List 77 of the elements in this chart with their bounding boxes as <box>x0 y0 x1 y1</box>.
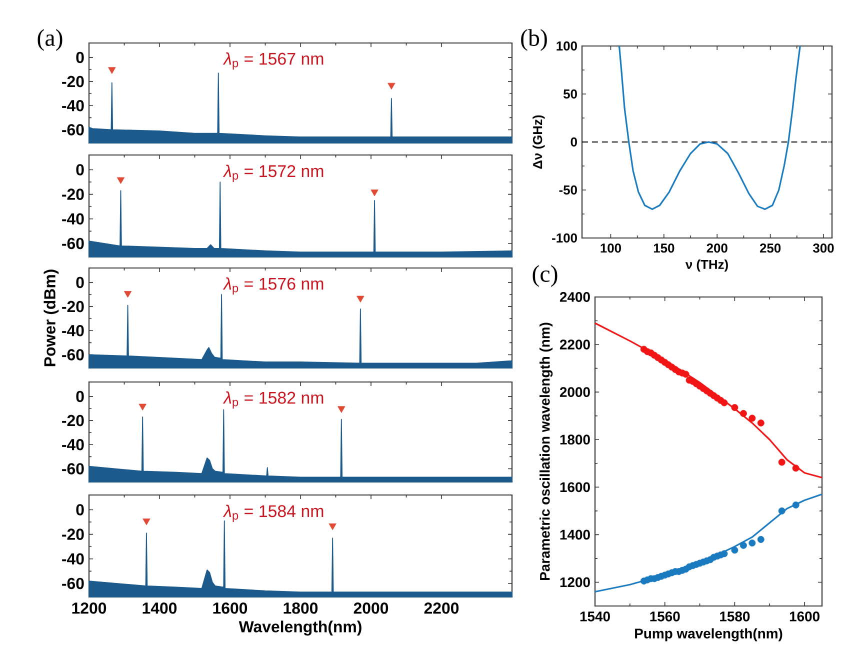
y-tick-label: 0 <box>76 276 84 288</box>
y-tick-label: -20 <box>62 188 84 200</box>
x-tick-label: 1400 <box>142 602 177 614</box>
line-series <box>594 322 823 478</box>
y-tick-label: 1400 <box>560 530 590 540</box>
x-tick-label: 1560 <box>650 612 680 622</box>
y-tick-label: -60 <box>62 463 84 474</box>
point <box>740 542 747 549</box>
y-tick-label: -50 <box>559 185 577 195</box>
point <box>740 410 747 417</box>
y-tick-label: 0 <box>76 504 84 516</box>
y-tick-label: -20 <box>62 414 84 426</box>
y-tick-label: 2200 <box>560 340 590 350</box>
y-tick-label: -40 <box>62 553 84 565</box>
y-tick-label: 1200 <box>560 577 590 588</box>
x-tick-label: 1600 <box>213 602 248 614</box>
annotation: λ$_{p}$ = 1576 nm <box>222 277 324 295</box>
y-tick-label: -20 <box>62 76 84 88</box>
y-tick-label: 2400 <box>560 292 590 302</box>
y-tick-label: 0 <box>76 390 84 402</box>
point <box>720 550 728 558</box>
y-tick-label: 0 <box>76 164 84 176</box>
y-tick-label: -40 <box>62 213 84 225</box>
point <box>792 464 800 472</box>
point <box>792 501 800 508</box>
y-tick-label: -60 <box>62 124 84 136</box>
x-tick-label: 300 <box>812 244 834 253</box>
x-tick-label: 1600 <box>790 612 820 622</box>
y-tick-label: -40 <box>62 100 84 112</box>
chart-title: (a) <box>38 29 62 51</box>
y-tick-label: 0 <box>76 52 84 64</box>
y-tick-label: 1600 <box>560 482 590 492</box>
point <box>748 540 756 546</box>
annotation: λ$_{p}$ = 1584 nm <box>222 504 324 522</box>
y-axis-title: Parametric oscillation wavelength (nm) <box>540 322 553 580</box>
point <box>757 419 764 426</box>
point <box>778 458 786 466</box>
point <box>778 507 786 514</box>
y-tick-label: 1800 <box>560 434 590 445</box>
x-axis-title: Pump wavelength(nm) <box>635 628 782 642</box>
annotation: λ$_{p}$ = 1567 nm <box>222 52 324 70</box>
chart-title: (b) <box>521 29 547 51</box>
point <box>748 414 756 422</box>
y-axis-title: Power (dBm) <box>44 270 59 366</box>
y-tick-label: -20 <box>62 300 84 312</box>
line-series <box>618 45 801 210</box>
y-tick-label: -100 <box>552 233 577 243</box>
point <box>682 370 690 378</box>
y-tick-label: -20 <box>62 528 84 540</box>
y-tick-label: 0 <box>570 137 577 147</box>
x-tick-label: 1540 <box>580 612 610 622</box>
point <box>720 399 728 406</box>
y-tick-label: -40 <box>62 325 84 336</box>
y-tick-label: 100 <box>556 41 577 51</box>
y-axis-title: Δν (GHz) <box>532 115 545 169</box>
x-tick-label: 2200 <box>424 602 459 614</box>
y-tick-label: -40 <box>62 439 84 450</box>
point <box>757 536 764 543</box>
x-tick-label: 1580 <box>720 612 750 622</box>
x-axis-title: ν (THz) <box>685 260 728 272</box>
y-tick-label: -60 <box>62 238 84 250</box>
y-tick-label: -60 <box>62 578 84 590</box>
x-tick-label: 1800 <box>284 602 318 614</box>
y-tick-label: -60 <box>62 349 84 360</box>
chart-title: (c) <box>532 265 558 287</box>
x-tick-label: 100 <box>600 244 621 253</box>
x-tick-label: 200 <box>706 244 728 253</box>
x-tick-label: 250 <box>760 244 781 253</box>
x-tick-label: 150 <box>654 244 674 253</box>
x-tick-label: 2000 <box>354 602 388 614</box>
y-tick-label: 2000 <box>560 387 590 398</box>
point <box>731 546 738 554</box>
annotation: λ$_{p}$ = 1572 nm <box>222 164 324 182</box>
x-axis-title: Wavelength(nm) <box>238 620 362 636</box>
y-tick-label: 50 <box>563 89 577 99</box>
point <box>731 404 738 412</box>
annotation: λ$_{p}$ = 1582 nm <box>222 391 324 409</box>
